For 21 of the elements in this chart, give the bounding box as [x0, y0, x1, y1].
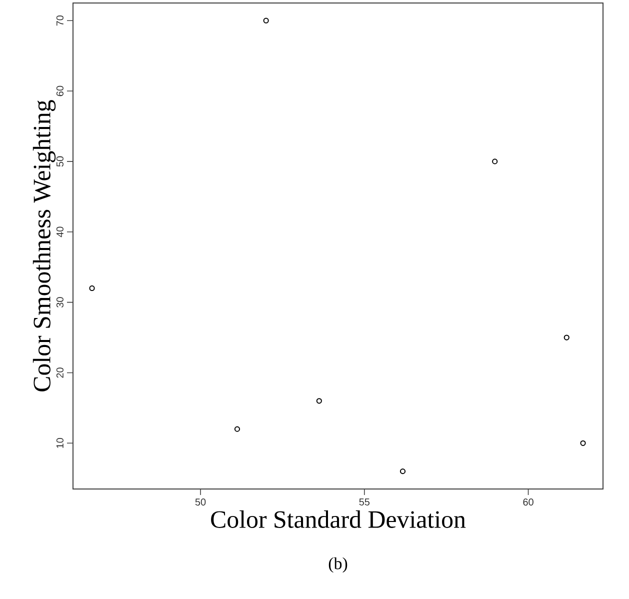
text: (b) — [328, 557, 348, 573]
point — [89, 285, 95, 292]
y-tick-label: 10 — [56, 438, 64, 448]
point — [316, 398, 322, 404]
y-tick-label: 70 — [56, 15, 64, 26]
point — [234, 426, 240, 432]
point — [580, 440, 586, 446]
y-tick-label: 50 — [56, 156, 64, 167]
y-tick-label: 30 — [56, 297, 64, 308]
x-axis-title: Color Standard Deviation — [211, 510, 466, 528]
point — [492, 158, 498, 164]
x-tick-label: 55 — [359, 498, 370, 506]
y-tick-label: 20 — [56, 368, 64, 378]
y-axis-title: Color Smoothness Weighting — [32, 100, 56, 392]
y-tick-label: 60 — [56, 86, 64, 96]
point — [263, 18, 269, 24]
x-tick-label: 50 — [195, 498, 206, 506]
x-tick-label: 60 — [523, 498, 534, 506]
point — [564, 334, 570, 340]
y-tick-label: 40 — [56, 226, 64, 238]
point — [400, 468, 406, 474]
